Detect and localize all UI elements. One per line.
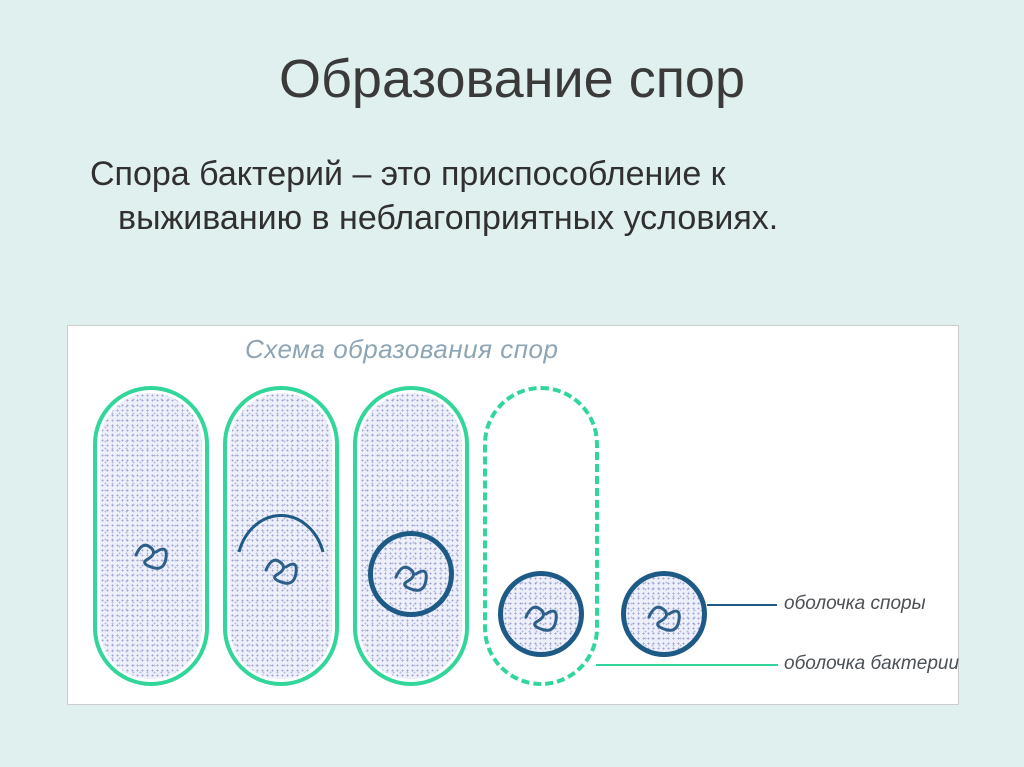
stage-5 [621,571,707,657]
subtitle-line-1: Спора бактерий – это приспособление к [90,155,726,193]
label-spore-coat: оболочка споры [784,593,926,615]
figure-caption: Схема образования спор [68,334,736,365]
nucleoid-icon [390,553,432,595]
nucleoid-icon [643,593,685,635]
stage-2 [223,386,339,686]
label-bact-membrane: оболочка бактерии [784,653,959,675]
nucleoid-icon [130,531,172,573]
nucleoid-icon [260,546,302,588]
subtitle: Спора бактерий – это приспособление к вы… [0,110,1024,240]
stage-3 [353,386,469,686]
page-title: Образование спор [0,0,1024,110]
subtitle-line-2: выживанию в неблагоприятных условиях. [90,199,778,237]
leader-bact-membrane [596,664,778,666]
nucleoid-icon [520,593,562,635]
spore-formation-diagram: Схема образования спор [67,325,959,705]
stage-1 [93,386,209,686]
leader-spore-coat [707,604,777,606]
stage-4 [483,386,599,686]
